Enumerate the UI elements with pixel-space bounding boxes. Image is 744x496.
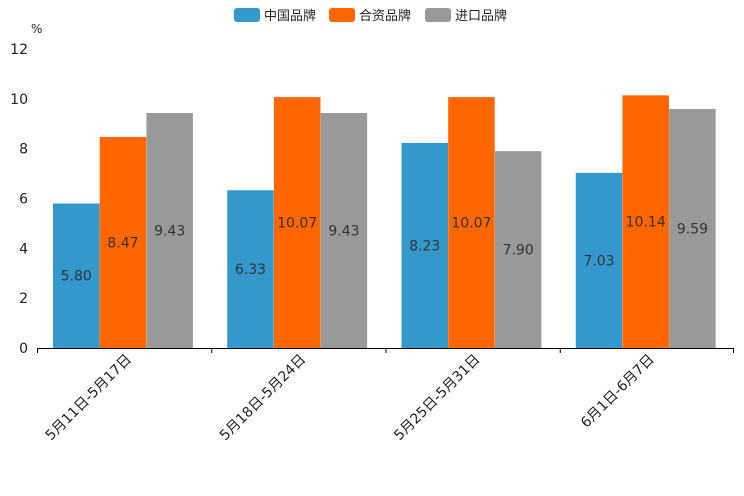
data-label: 10.14 — [626, 215, 666, 231]
y-tick-label: 4 — [19, 241, 28, 257]
bar-1-1 — [53, 203, 100, 348]
bar-2-2 — [273, 97, 321, 348]
y-tick-label: 6 — [19, 192, 28, 208]
y-tick-label: 0 — [19, 341, 28, 357]
y-tick-label: 10 — [10, 92, 28, 108]
data-label: 7.90 — [503, 243, 534, 259]
bar-1-3 — [401, 142, 448, 348]
y-tick-label: 8 — [19, 142, 28, 158]
legend-label: 进口品牌 — [455, 8, 507, 24]
x-tick-label: 5月18日-5月24日 — [217, 352, 309, 444]
data-label: 10.07 — [277, 216, 317, 232]
data-label: 7.03 — [583, 253, 614, 269]
bars: 5.80 8.47 9.43 6.33 10.07 9.43 8.23 10.07 7.90 7.… — [53, 95, 716, 349]
data-label: 8.23 — [409, 238, 440, 254]
bar-2-1 — [99, 136, 147, 348]
x-axis: 5月11日-5月17日 5月18日-5月24日 5月25日-5月31日 6月1日-6月… — [37, 348, 734, 444]
bar-2-3 — [448, 97, 495, 348]
data-label: 10.07 — [451, 216, 491, 232]
data-label: 9.43 — [154, 224, 185, 240]
x-tick-label: 5月11日-5月17日 — [43, 352, 135, 444]
data-label: 9.43 — [328, 224, 359, 240]
data-label: 5.80 — [61, 269, 92, 285]
y-tick-label: 12 — [10, 42, 28, 58]
bar-3-4 — [669, 109, 716, 348]
bar-3-2 — [320, 113, 368, 349]
y-axis-unit-label: % — [31, 22, 42, 36]
bar-1-4 — [575, 172, 623, 348]
y-tick-label: 2 — [19, 291, 28, 307]
legend-label: 合资品牌 — [359, 8, 411, 24]
bar-2-4 — [622, 95, 669, 348]
legend-swatch-2 — [329, 8, 355, 22]
y-axis: 0 2 4 6 8 10 12 — [10, 42, 28, 357]
data-label: 8.47 — [107, 235, 138, 251]
bar-1-2 — [227, 190, 274, 348]
data-label: 9.59 — [677, 222, 708, 238]
data-label: 6.33 — [235, 262, 266, 278]
legend-label: 中国品牌 — [264, 8, 316, 24]
x-tick-label: 6月1日-6月7日 — [578, 352, 658, 432]
legend: 中国品牌 合资品牌 进口品牌 — [234, 8, 507, 24]
bar-3-3 — [494, 151, 542, 348]
legend-swatch-1 — [234, 8, 260, 22]
legend-swatch-3 — [425, 8, 451, 22]
bar-3-1 — [146, 113, 193, 349]
x-tick-label: 5月25日-5月31日 — [391, 352, 483, 444]
